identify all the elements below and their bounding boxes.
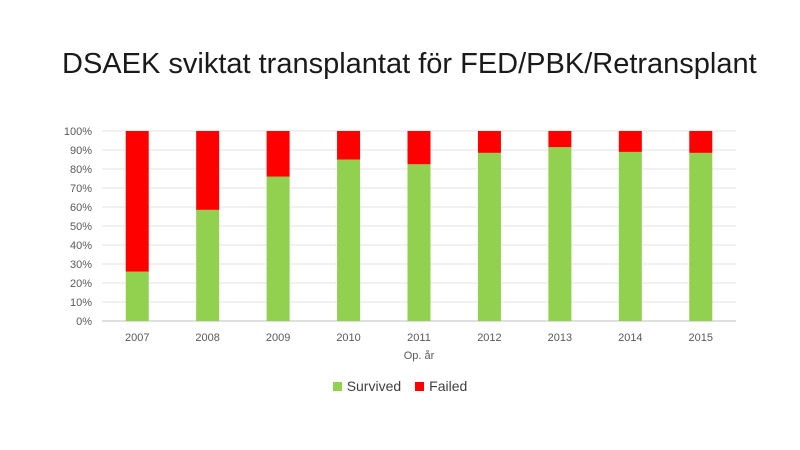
legend: Survived Failed [0,378,800,394]
bar-survived-2015 [689,152,713,321]
legend-swatch-failed [415,381,425,391]
bar-failed-2011 [407,131,431,165]
bar-survived-2014 [618,151,642,321]
x-tick-label: 2015 [689,332,713,344]
bar-failed-2008 [196,131,220,210]
bar-failed-2010 [337,131,361,160]
bar-survived-2008 [196,209,220,321]
x-tick-label: 2009 [266,332,290,344]
legend-item-failed: Failed [415,378,467,394]
y-tick-label: 90% [70,145,92,157]
legend-label-survived: Survived [346,378,402,394]
y-tick-label: 0% [76,316,92,328]
bar-failed-2009 [266,131,290,177]
bar-survived-2011 [407,164,431,321]
bar-failed-2014 [618,131,642,152]
x-tick-label: 2013 [548,332,572,344]
chart-title: DSAEK sviktat transplantat för FED/PBK/R… [62,48,757,80]
x-tick-label: 2012 [477,332,501,344]
y-tick-label: 60% [70,202,92,214]
y-tick-label: 20% [70,278,92,290]
bar-failed-2013 [548,131,572,148]
x-tick-label: 2007 [125,332,149,344]
bar-survived-2012 [477,152,501,321]
legend-item-survived: Survived [332,378,402,394]
legend-swatch-survived [332,381,342,391]
y-tick-label: 30% [70,259,92,271]
bar-failed-2012 [477,131,501,153]
legend-label-failed: Failed [429,378,468,394]
x-tick-label: 2008 [195,332,219,344]
bar-survived-2007 [125,271,149,321]
x-axis-label: Op. år [404,350,435,362]
y-tick-label: 50% [70,221,92,233]
y-tick-label: 80% [70,164,92,176]
x-tick-label: 2014 [618,332,642,344]
y-tick-label: 70% [70,183,92,195]
y-tick-label: 10% [70,297,92,309]
x-tick-label: 2010 [336,332,360,344]
bar-survived-2010 [337,159,361,321]
bar-failed-2007 [125,131,149,272]
bar-failed-2015 [689,131,713,153]
bar-survived-2009 [266,176,290,321]
y-tick-label: 40% [70,240,92,252]
x-tick-label: 2011 [407,332,431,344]
y-tick-label: 100% [64,126,92,138]
bar-survived-2013 [548,147,572,321]
